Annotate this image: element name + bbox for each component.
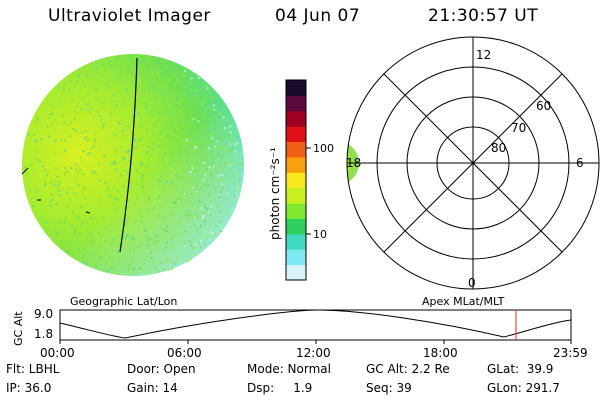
mlat-label-80: 80 [491, 141, 506, 155]
colorbar-band [286, 80, 306, 96]
colorbar-tick-100: 100 [313, 142, 334, 155]
colorbar-unit-label: photon cm⁻²s⁻¹ [268, 147, 282, 240]
colorbar-tick-10: 10 [313, 228, 327, 241]
x-tick-0000: 00:00 [40, 346, 75, 360]
mlt-label-0: 0 [468, 276, 476, 290]
x-tick-2359: 23:59 [553, 346, 588, 360]
colorbar-band [286, 172, 306, 189]
time-label: 21:30:57 UT [428, 6, 539, 26]
mlat-label-60: 60 [536, 99, 551, 113]
colorbar-band [286, 203, 306, 219]
polar-grid: 12 6 0 18 60 70 80 [346, 36, 600, 290]
mlt-label-12: 12 [476, 48, 491, 62]
colorbar-band [286, 187, 306, 204]
date-label: 04 Jun 07 [275, 6, 361, 26]
altitude-curve [59, 309, 572, 339]
mode-info: Mode: Normal [247, 362, 331, 376]
y-tick-high: 9.0 [34, 307, 53, 321]
gc-alt-axis-label: GC Alt [12, 311, 25, 346]
door-info: Door: Open [127, 362, 196, 376]
aurora-blob [347, 141, 359, 185]
x-tick-1200: 12:00 [296, 346, 331, 360]
colorbar-band [286, 249, 306, 266]
instrument-title: Ultraviolet Imager [48, 6, 211, 26]
colorbar-band [286, 264, 306, 281]
colorbar-band [286, 218, 306, 235]
glon-info: GLon: 291.7 [487, 381, 560, 395]
y-tick-low: 1.8 [34, 327, 53, 341]
gc-alt-info: GC Alt: 2.2 Re [366, 362, 450, 376]
altitude-timeline: Geographic Lat/Lon Apex MLat/MLT 9.0 1.8… [12, 295, 588, 360]
seq-info: Seq: 39 [366, 381, 412, 395]
earth-disc-image [21, 54, 244, 276]
dsp-info: Dsp: 1.9 [247, 381, 313, 395]
colorbar-band [286, 126, 306, 143]
colorbar-band [286, 141, 306, 158]
mlat-label-70: 70 [511, 121, 526, 135]
timeline-right-label: Apex MLat/MLT [422, 295, 505, 308]
x-tick-0600: 06:00 [167, 346, 202, 360]
filter-info: Flt: LBHL [6, 362, 60, 376]
timeline-left-label: Geographic Lat/Lon [70, 295, 177, 308]
colorbar [285, 79, 307, 281]
colorbar-band [286, 110, 306, 127]
x-tick-1800: 18:00 [423, 346, 458, 360]
gain-info: Gain: 14 [127, 381, 178, 395]
glat-info: GLat: 39.9 [487, 362, 554, 376]
mlt-label-18: 18 [346, 156, 361, 170]
terminator-line [119, 57, 138, 253]
colorbar-band [286, 233, 306, 250]
ip-info: IP: 36.0 [6, 381, 52, 395]
colorbar-band [286, 95, 306, 112]
colorbar-band [286, 156, 306, 173]
mlt-label-6: 6 [576, 156, 584, 170]
